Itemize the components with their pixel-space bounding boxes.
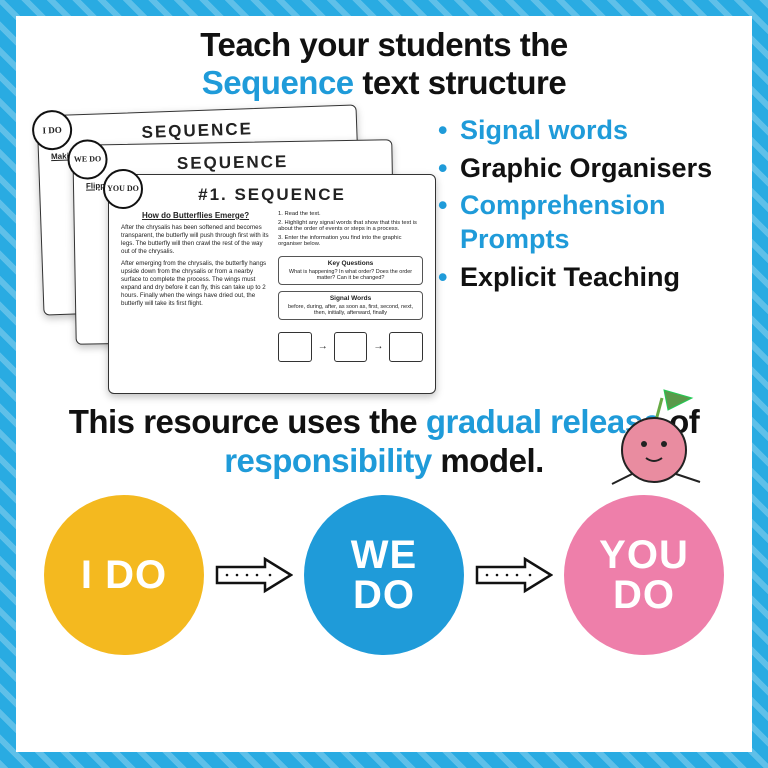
sw-body: before, during, after, as soon as, first… xyxy=(283,304,418,316)
circle-ido: I DO xyxy=(44,495,204,655)
sheet3-para2: After emerging from the chrysalis, the b… xyxy=(121,260,270,308)
circle-youdo-label: YOUDO xyxy=(599,535,689,615)
feature-bullet: Signal words xyxy=(438,114,728,148)
go-box xyxy=(389,332,423,362)
kq-body: What is happening? In what order? Does t… xyxy=(283,269,418,281)
sheet3-para1: After the chrysalis has been softened an… xyxy=(121,224,270,256)
go-arrow-icon: → xyxy=(373,341,383,352)
go-box xyxy=(334,332,368,362)
headline-accent: Sequence xyxy=(202,64,354,101)
worksheet-stack: I DO SEQUENCE Making a Mug Cake Read the… xyxy=(40,110,420,400)
sub-t1: This resource uses the xyxy=(69,403,426,440)
sub-a2: responsibility xyxy=(224,442,432,479)
feature-bullet: Graphic Organisers xyxy=(438,152,728,186)
key-questions-box: Key Questions What is happening? In what… xyxy=(278,256,423,285)
circle-wedo: WEDO xyxy=(304,495,464,655)
sheet3-title: #1. SEQUENCE xyxy=(121,185,423,205)
sheet3-step3: 3. Enter the information you find into t… xyxy=(278,235,423,247)
sheet3-step1: 1. Read the text. xyxy=(278,211,423,217)
worksheet-youdo: YOU DO #1. SEQUENCE How do Butterflies E… xyxy=(108,174,436,394)
feature-bullet: Comprehension Prompts xyxy=(438,189,728,257)
graphic-organiser-row: → → xyxy=(278,332,423,362)
sheet3-subtitle: How do Butterflies Emerge? xyxy=(121,211,270,220)
badge-youdo: YOU DO xyxy=(103,169,143,209)
gradual-release-flow: I DO WEDO Y xyxy=(40,495,728,655)
flow-arrow-icon xyxy=(475,555,553,595)
sw-title: Signal Words xyxy=(283,295,418,302)
kq-title: Key Questions xyxy=(283,260,418,267)
headline-pre: Teach your students the xyxy=(200,26,567,63)
mid-row: I DO SEQUENCE Making a Mug Cake Read the… xyxy=(40,110,728,400)
sheet3-step2: 2. Highlight any signal words that show … xyxy=(278,220,423,232)
go-arrow-icon: → xyxy=(318,341,328,352)
flow-arrow-icon xyxy=(215,555,293,595)
go-box xyxy=(278,332,312,362)
outer-frame: Teach your students the Sequence text st… xyxy=(0,0,768,768)
headline: Teach your students the Sequence text st… xyxy=(40,26,728,102)
circle-youdo: YOUDO xyxy=(564,495,724,655)
circle-wedo-label: WEDO xyxy=(351,535,417,615)
sub-t3: model. xyxy=(432,442,544,479)
cherry-character-icon xyxy=(604,388,724,488)
feature-bullet: Explicit Teaching xyxy=(438,261,728,295)
headline-post: text structure xyxy=(362,64,566,101)
feature-bullets: Signal words Graphic OrganisersComprehens… xyxy=(438,110,728,299)
signal-words-box: Signal Words before, during, after, as s… xyxy=(278,291,423,320)
page-canvas: Teach your students the Sequence text st… xyxy=(16,16,752,752)
